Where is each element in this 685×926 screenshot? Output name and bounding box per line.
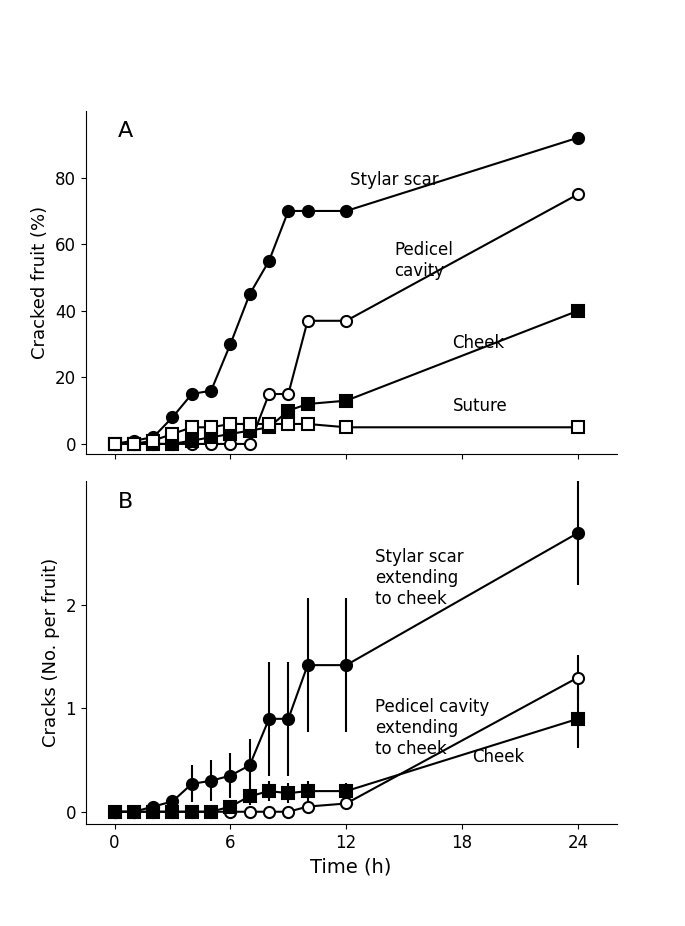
Text: Stylar scar
extending
to cheek: Stylar scar extending to cheek — [375, 548, 464, 608]
Text: Cheek: Cheek — [452, 334, 505, 352]
X-axis label: Time (h): Time (h) — [310, 857, 392, 876]
Text: Stylar scar: Stylar scar — [350, 171, 438, 189]
Text: Pedicel
cavity: Pedicel cavity — [395, 241, 453, 280]
Text: Pedicel cavity
extending
to cheek: Pedicel cavity extending to cheek — [375, 698, 490, 757]
Y-axis label: Cracks (No. per fruit): Cracks (No. per fruit) — [42, 558, 60, 747]
Y-axis label: Cracked fruit (%): Cracked fruit (%) — [32, 206, 49, 359]
Text: B: B — [118, 492, 133, 512]
Text: Cheek: Cheek — [472, 747, 524, 766]
Text: A: A — [118, 121, 133, 142]
Text: Suture: Suture — [452, 397, 507, 416]
